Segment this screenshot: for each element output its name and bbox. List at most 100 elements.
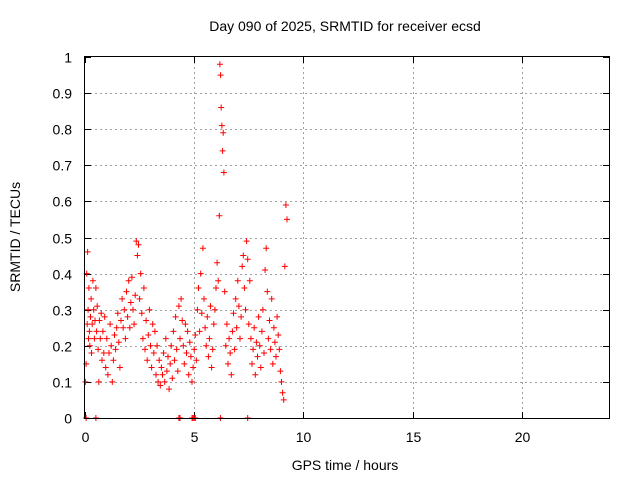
data-point — [179, 317, 186, 324]
data-point — [124, 313, 131, 320]
y-tick-label: 0.8 — [53, 122, 73, 138]
data-point — [91, 335, 98, 342]
data-point — [209, 346, 216, 353]
data-point — [162, 335, 169, 342]
data-point — [127, 299, 134, 306]
data-point — [181, 360, 188, 367]
data-point — [196, 328, 203, 335]
data-point — [279, 389, 286, 396]
data-point — [125, 277, 132, 284]
y-tick-label: 0.1 — [53, 375, 73, 391]
data-point — [96, 317, 103, 324]
data-point — [193, 357, 200, 364]
data-point — [103, 335, 110, 342]
data-point — [163, 368, 170, 375]
data-point — [228, 371, 235, 378]
data-point — [266, 317, 273, 324]
data-point — [172, 313, 179, 320]
data-point — [243, 238, 250, 245]
data-point — [244, 256, 251, 263]
data-point — [264, 288, 271, 295]
data-point — [277, 368, 284, 375]
data-point — [120, 324, 127, 331]
y-tick-label: 0.2 — [53, 339, 73, 355]
data-point — [223, 321, 230, 328]
data-point — [235, 303, 242, 310]
data-point — [262, 267, 269, 273]
data-point — [86, 342, 93, 349]
data-point — [144, 357, 151, 364]
y-axis-label: SRMTID / TECUs — [7, 182, 23, 292]
data-point — [197, 270, 204, 277]
data-point — [240, 252, 247, 259]
data-point — [226, 335, 233, 342]
data-point — [123, 288, 130, 295]
data-point — [254, 353, 261, 360]
data-point — [203, 342, 210, 349]
data-point — [199, 245, 206, 252]
data-point — [149, 321, 156, 328]
data-point — [170, 328, 177, 335]
data-point — [88, 350, 95, 356]
data-point — [216, 212, 223, 219]
data-point — [221, 288, 228, 295]
data-point — [101, 313, 108, 320]
data-point — [118, 317, 124, 324]
data-point — [222, 342, 229, 349]
data-point — [114, 310, 121, 317]
data-point — [140, 285, 147, 291]
data-point — [167, 360, 174, 367]
data-point — [104, 371, 111, 378]
data-point — [190, 364, 197, 371]
data-point — [215, 277, 222, 284]
data-point — [95, 346, 102, 353]
data-point — [86, 328, 93, 335]
data-point — [237, 335, 243, 342]
data-point — [255, 313, 262, 320]
data-point — [206, 335, 213, 342]
data-point — [85, 335, 92, 342]
data-point — [89, 321, 96, 328]
data-point — [216, 61, 223, 68]
y-tick-label: 0.9 — [53, 86, 73, 102]
data-point — [139, 335, 146, 342]
data-point — [90, 306, 97, 313]
data-point — [95, 378, 102, 385]
data-point — [230, 310, 237, 317]
data-point — [106, 350, 112, 356]
data-point — [191, 346, 198, 353]
data-point — [219, 147, 226, 154]
data-point — [113, 324, 120, 331]
data-point — [171, 357, 178, 364]
data-point — [251, 324, 258, 331]
data-point — [231, 346, 238, 353]
data-point — [263, 245, 270, 252]
data-point — [151, 328, 158, 335]
data-point — [238, 313, 245, 320]
data-point — [100, 350, 107, 356]
data-point — [239, 263, 246, 270]
data-point — [88, 295, 95, 302]
data-point — [261, 350, 267, 356]
data-point — [177, 335, 183, 342]
y-tick-label: 0.5 — [53, 231, 73, 247]
data-point — [220, 129, 227, 136]
data-point — [271, 339, 278, 346]
data-point — [225, 360, 231, 367]
data-point — [115, 339, 122, 346]
data-point — [122, 335, 129, 342]
data-point — [146, 306, 153, 313]
data-point — [147, 342, 154, 349]
data-point — [265, 335, 272, 342]
data-point — [135, 241, 142, 248]
data-point — [134, 252, 141, 259]
data-point — [218, 122, 225, 129]
data-point — [182, 321, 189, 328]
data-points — [82, 61, 290, 421]
data-point — [185, 371, 192, 378]
data-point — [148, 364, 155, 371]
data-point — [158, 364, 165, 371]
data-point — [150, 350, 157, 356]
